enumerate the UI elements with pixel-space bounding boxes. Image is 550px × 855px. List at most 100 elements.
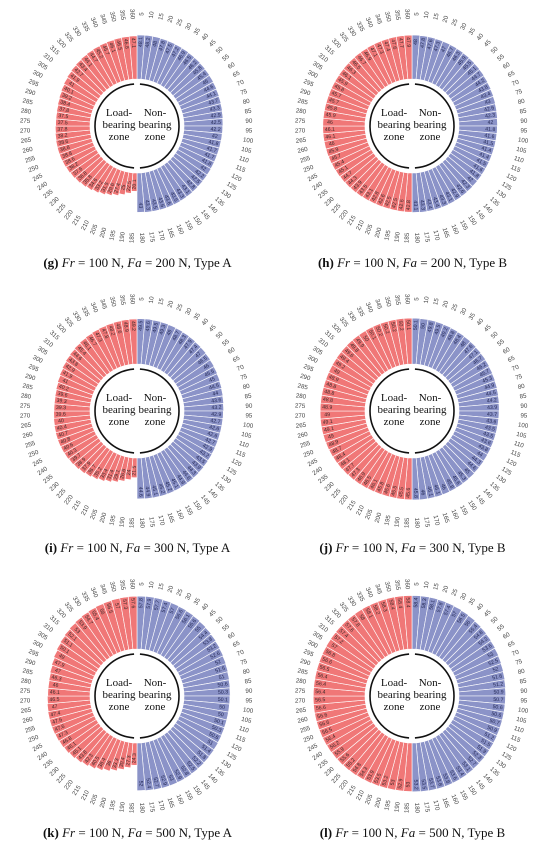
angle-tick-label: 55: [496, 53, 506, 63]
bar-value-label: 41.4: [481, 145, 493, 154]
bar-value-label: 58.3: [421, 598, 428, 609]
angle-tick-label: 160: [175, 793, 186, 806]
bar-value-label: 45.5: [398, 487, 405, 498]
angle-tick-label: 255: [299, 725, 311, 735]
bar-value-label: 56.5: [456, 613, 467, 625]
angle-tick-label: 305: [311, 345, 324, 357]
angle-tick-label: 175: [422, 801, 430, 813]
bar-value-label: 48.8: [446, 330, 456, 342]
bar-non-bearing: [447, 633, 492, 670]
bar-value-label: 41.5: [483, 139, 494, 147]
bar-value-label: 46: [439, 483, 447, 491]
bar-non-bearing: [454, 655, 502, 681]
angle-tick-label: 175: [147, 231, 155, 243]
angle-tick-label: 300: [306, 354, 319, 365]
angle-tick-label: 65: [507, 354, 517, 364]
bar-value-label: 48.2: [145, 37, 152, 48]
bar-value-label: 50.2: [381, 323, 390, 335]
bar-value-label: 38.8: [62, 151, 74, 160]
bar-value-label: 57: [451, 610, 459, 618]
angle-tick-label: 110: [513, 155, 525, 165]
bar-value-label: 56: [464, 620, 472, 628]
bar-value-label: 48.9: [322, 404, 332, 410]
bar-value-label: 47.8: [100, 328, 109, 340]
angle-tick-label: 55: [496, 623, 506, 633]
angle-tick-label: 110: [513, 725, 525, 735]
angle-tick-label: 210: [355, 504, 366, 517]
bar-value-label: 56.4: [325, 734, 337, 744]
bar-value-label: 41: [61, 378, 69, 386]
bar-value-label: 43.1: [364, 187, 375, 199]
caption-fr-value: = 100 N,: [350, 255, 403, 270]
angle-tick-label: 200: [99, 226, 109, 238]
angle-tick-label: 5: [413, 297, 420, 301]
angle-tick-label: 350: [108, 581, 117, 593]
bar-non-bearing: [441, 57, 476, 94]
bar-value-label: 47.5: [165, 43, 174, 55]
angle-tick-label: 150: [191, 784, 203, 797]
angle-tick-label: 60: [227, 631, 237, 641]
bar-non-bearing: [438, 615, 476, 661]
bar-value-label: 43.5: [484, 425, 495, 433]
bar-value-label: 30.4: [119, 757, 127, 768]
caption-fr-value: = 100 N,: [73, 540, 126, 555]
bar-value-label: 45.2: [163, 481, 172, 493]
angle-tick-label: 40: [200, 602, 210, 612]
angle-tick-label: 35: [467, 596, 477, 606]
bar-value-label: 38.4: [98, 757, 108, 769]
angle-tick-label: 205: [364, 508, 375, 521]
angle-tick-label: 60: [502, 61, 512, 71]
bar-value-label: 47.8: [158, 40, 167, 52]
angle-tick-label: 215: [71, 499, 83, 512]
angle-tick-label: 180: [138, 518, 145, 529]
bar-value-label: 45.3: [456, 470, 467, 482]
angle-tick-label: 65: [232, 354, 242, 364]
ring-arc-load-bearing: [94, 368, 135, 454]
angle-tick-label: 340: [89, 301, 100, 314]
angle-tick-label: 160: [175, 223, 186, 236]
bar-value-label: 49.4: [338, 354, 350, 365]
bar-value-label: 52.5: [488, 658, 500, 667]
bar-value-label: 52.9: [159, 775, 168, 787]
bar-value-label: 46: [328, 141, 335, 148]
bar-value-label: 42: [199, 164, 207, 172]
angle-tick-label: 270: [295, 127, 306, 134]
bar-value-label: 42.3: [459, 179, 470, 191]
angle-tick-label: 70: [236, 364, 246, 373]
angle-tick-label: 105: [241, 146, 253, 155]
angle-tick-label: 205: [364, 223, 375, 236]
angle-tick-label: 95: [245, 697, 253, 704]
angle-tick-label: 80: [242, 383, 251, 391]
bar-value-label: 46.1: [432, 484, 441, 496]
bar-value-label: 45.6: [383, 483, 392, 495]
angle-tick-label: 45: [483, 38, 493, 48]
angle-tick-label: 165: [166, 512, 176, 524]
bar-value-label: 51.5: [215, 666, 227, 675]
bar-value-label: 41: [67, 81, 75, 89]
angle-tick-label: 200: [99, 511, 109, 523]
angle-tick-label: 260: [297, 146, 309, 155]
non-bearing-zone-label: Non-bearing zone: [414, 107, 447, 143]
angle-tick-label: 25: [175, 303, 184, 313]
caption-fa-value: = 500 N, Type A: [142, 825, 233, 840]
bar-value-label: 43.4: [425, 198, 433, 209]
angle-tick-label: 65: [232, 69, 242, 79]
angle-tick-label: 30: [459, 592, 469, 602]
angle-tick-label: 335: [355, 591, 366, 604]
bar-value-label: 46: [202, 363, 210, 371]
bar-value-label: 40.5: [91, 755, 102, 767]
bar-value-label: 42.6: [398, 199, 405, 210]
bar-value-label: 51.1: [62, 638, 74, 649]
angle-tick-label: 340: [364, 16, 375, 29]
angle-tick-label: 85: [519, 108, 527, 116]
bar-value-label: 42.8: [185, 179, 196, 191]
bar-non-bearing: [156, 605, 187, 656]
bar-value-label: 44.1: [82, 57, 93, 69]
bar-non-bearing: [180, 380, 223, 400]
bar-value-label: 48.4: [335, 451, 347, 462]
bar-value-label: 48.6: [114, 323, 122, 334]
angle-tick-label: 30: [184, 592, 194, 602]
angle-tick-label: 200: [374, 226, 384, 238]
angle-tick-label: 155: [183, 789, 194, 802]
angle-tick-label: 25: [175, 588, 184, 598]
